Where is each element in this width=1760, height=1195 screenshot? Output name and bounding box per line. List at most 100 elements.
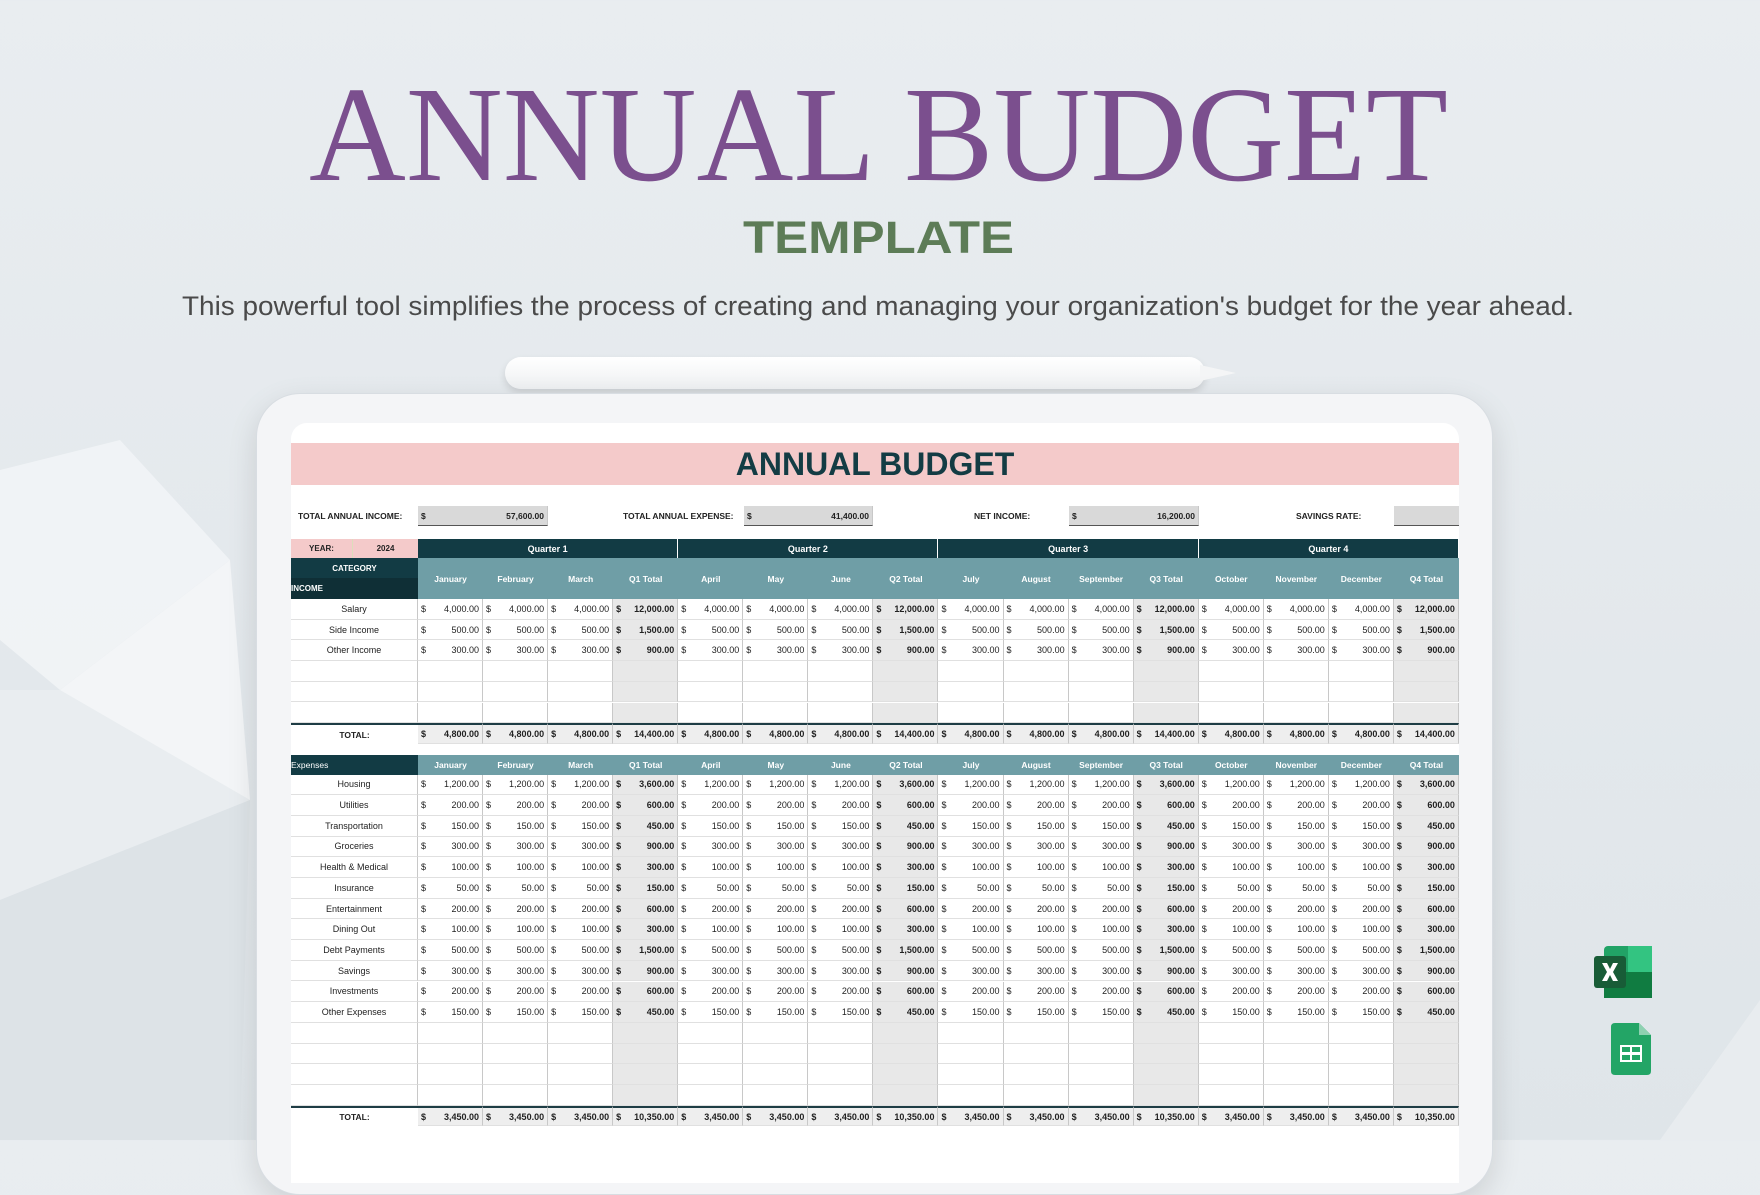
currency: $	[1266, 944, 1272, 955]
blank-cell	[1068, 661, 1134, 682]
value: 3,450.00	[769, 1111, 805, 1122]
value: 4,000.00	[964, 603, 1000, 614]
currency: $	[811, 645, 817, 656]
cell: $100.00	[1263, 857, 1329, 878]
blank-cell	[1133, 1064, 1199, 1085]
currency: $	[616, 903, 622, 914]
currency: $	[1071, 965, 1077, 976]
column-header: October	[1198, 755, 1264, 775]
cell: $100.00	[1328, 857, 1394, 878]
cell: $1,200.00	[1068, 774, 1134, 796]
blank-cell	[1198, 1064, 1264, 1085]
value: 200.00	[1102, 986, 1130, 997]
value: 450.00	[1427, 1007, 1455, 1018]
column-header: April	[678, 558, 744, 599]
summary-box	[1394, 506, 1459, 526]
currency: $	[1396, 862, 1402, 873]
cell: $100.00	[938, 919, 1004, 941]
value: 200.00	[451, 903, 480, 914]
summary-label: TOTAL ANNUAL INCOME:	[298, 511, 403, 521]
value: 4,000.00	[704, 603, 740, 614]
currency: $	[1201, 800, 1207, 811]
cell: $3,450.00	[483, 1105, 549, 1127]
value: 50.00	[1042, 882, 1065, 893]
blank-cell	[743, 1043, 809, 1065]
cell: $200.00	[938, 795, 1004, 816]
cell: $1,200.00	[418, 774, 484, 796]
blank-cell	[1133, 661, 1199, 682]
value: 200.00	[841, 800, 870, 811]
value: 3,450.00	[704, 1111, 740, 1122]
currency: $	[486, 903, 492, 914]
cell: $10,350.00	[613, 1105, 679, 1127]
value: 600.00	[646, 903, 675, 914]
value: 50.00	[976, 882, 1000, 893]
value: 300.00	[841, 645, 870, 656]
cell: $150.00	[1068, 815, 1134, 837]
currency: $	[811, 779, 817, 790]
blank-cell	[808, 1064, 874, 1085]
currency: $	[941, 820, 947, 831]
cell: $600.00	[1133, 981, 1199, 1003]
row-label: Transportation	[291, 815, 418, 837]
value: 300.00	[581, 841, 610, 852]
cell: $4,800.00	[808, 723, 874, 744]
currency: $	[1136, 965, 1142, 976]
cell: $4,800.00	[1328, 723, 1394, 744]
currency: $	[681, 841, 687, 852]
currency: $	[551, 862, 557, 873]
cell: $10,350.00	[873, 1105, 939, 1127]
currency: $	[486, 779, 492, 790]
cell: $200.00	[1328, 898, 1394, 920]
value: 10,350.00	[1414, 1111, 1455, 1122]
currency: $	[1396, 820, 1402, 831]
value: 200.00	[1102, 903, 1130, 914]
currency: $	[876, 729, 882, 740]
cell: $100.00	[483, 857, 549, 878]
value: 200.00	[1037, 903, 1065, 914]
cell: $4,800.00	[678, 723, 744, 744]
value: 4,000.00	[509, 603, 545, 614]
cell: $1,200.00	[1328, 774, 1394, 796]
blank-cell	[1198, 1022, 1264, 1044]
currency: $	[1331, 820, 1337, 831]
value: 500.00	[841, 944, 870, 955]
currency: $	[486, 624, 492, 635]
cell: $200.00	[938, 981, 1004, 1003]
cell: $200.00	[483, 981, 549, 1003]
cell: $1,200.00	[1003, 774, 1069, 796]
cell: $500.00	[483, 940, 549, 961]
blank-cell	[808, 702, 874, 724]
cell: $100.00	[808, 857, 874, 878]
cell: $300.00	[1263, 960, 1329, 982]
blank-cell	[938, 1022, 1004, 1044]
currency: $	[1396, 779, 1402, 790]
blank-cell	[678, 1043, 744, 1065]
currency: $	[811, 624, 817, 635]
row-label: Salary	[291, 599, 418, 620]
blank-cell	[1393, 1085, 1459, 1106]
cell: $300.00	[1068, 836, 1134, 858]
blank-cell	[1198, 661, 1264, 682]
value: 500.00	[516, 624, 545, 635]
blank-cell	[613, 1085, 679, 1106]
value: 1,200.00	[964, 779, 1000, 790]
value: 200.00	[1037, 986, 1065, 997]
column-header: June	[808, 558, 874, 599]
cell: $300.00	[1198, 836, 1264, 858]
currency: $	[1006, 965, 1012, 976]
cell: $900.00	[1133, 640, 1199, 662]
value: 600.00	[1167, 903, 1195, 914]
currency: $	[1266, 1111, 1272, 1122]
cell: $200.00	[418, 898, 484, 920]
value: 3,450.00	[964, 1111, 1000, 1122]
cell: $4,000.00	[1198, 599, 1264, 620]
blank-cell	[483, 1064, 549, 1085]
value: 300.00	[1167, 862, 1195, 873]
cell: $300.00	[1328, 640, 1394, 662]
value: 41,400.00	[831, 510, 869, 521]
currency: $	[1201, 820, 1207, 831]
blank-cell	[483, 702, 549, 724]
currency: $	[1071, 903, 1077, 914]
blank-cell	[1198, 681, 1264, 703]
